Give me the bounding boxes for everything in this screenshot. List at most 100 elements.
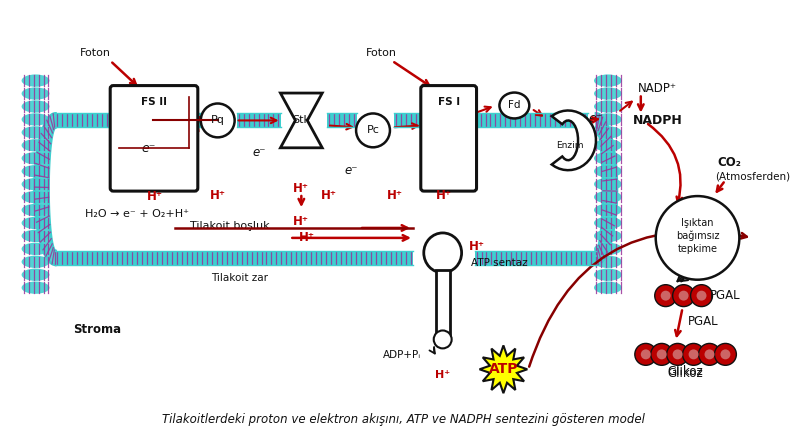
Text: H⁺: H⁺ xyxy=(293,215,309,228)
Text: H⁺: H⁺ xyxy=(387,189,403,202)
Text: H⁺: H⁺ xyxy=(300,231,315,244)
Ellipse shape xyxy=(594,269,622,281)
Text: Enzim: Enzim xyxy=(556,141,584,150)
Text: e⁻: e⁻ xyxy=(253,146,266,159)
Ellipse shape xyxy=(22,139,49,151)
Ellipse shape xyxy=(22,282,49,294)
Bar xyxy=(327,114,357,127)
Text: NADPH: NADPH xyxy=(633,114,683,127)
Bar xyxy=(237,114,281,127)
Circle shape xyxy=(433,331,452,348)
Circle shape xyxy=(698,344,720,365)
Ellipse shape xyxy=(594,191,622,203)
Text: H⁺: H⁺ xyxy=(147,190,163,203)
Bar xyxy=(394,114,424,127)
Text: (Atmosferden): (Atmosferden) xyxy=(715,171,791,181)
Ellipse shape xyxy=(594,139,622,151)
Text: Tilakoit boşluk: Tilakoit boşluk xyxy=(190,221,270,231)
Text: Tilakoitlerdeki proton ve elektron akışını, ATP ve NADPH sentezini gösteren mode: Tilakoitlerdeki proton ve elektron akışı… xyxy=(163,412,646,426)
Ellipse shape xyxy=(594,230,622,242)
Circle shape xyxy=(683,344,705,365)
Ellipse shape xyxy=(22,87,49,100)
Bar xyxy=(475,251,596,265)
Text: H⁺: H⁺ xyxy=(322,189,337,202)
Text: H⁺: H⁺ xyxy=(436,189,452,202)
Text: ATP: ATP xyxy=(488,362,518,376)
Ellipse shape xyxy=(594,165,622,177)
Text: CO₂: CO₂ xyxy=(718,156,741,169)
Ellipse shape xyxy=(594,282,622,294)
Text: Tilakoit zar: Tilakoit zar xyxy=(211,273,268,283)
Text: H₂O → e⁻ + O₂+H⁺: H₂O → e⁻ + O₂+H⁺ xyxy=(85,209,190,219)
Ellipse shape xyxy=(22,256,49,268)
Text: H⁺: H⁺ xyxy=(293,181,309,195)
Bar xyxy=(55,114,113,127)
Circle shape xyxy=(697,291,706,301)
Circle shape xyxy=(667,344,688,365)
Ellipse shape xyxy=(22,113,49,126)
Text: Stroma: Stroma xyxy=(73,323,122,336)
Circle shape xyxy=(672,350,683,359)
Polygon shape xyxy=(480,345,527,393)
Circle shape xyxy=(661,291,671,301)
Text: e⁻: e⁻ xyxy=(344,164,358,177)
Ellipse shape xyxy=(594,100,622,113)
Text: e⁻: e⁻ xyxy=(158,172,173,184)
Circle shape xyxy=(635,344,657,365)
Circle shape xyxy=(654,285,676,307)
Bar xyxy=(55,251,413,265)
Circle shape xyxy=(201,104,235,137)
Text: ATP sentaz: ATP sentaz xyxy=(471,258,527,268)
Ellipse shape xyxy=(22,191,49,203)
Ellipse shape xyxy=(500,92,529,118)
Text: e⁻: e⁻ xyxy=(142,142,156,155)
Text: PGAL: PGAL xyxy=(688,315,718,328)
Text: Stk: Stk xyxy=(292,115,310,126)
Text: Işıktan
bağımsız
tepkime: Işıktan bağımsız tepkime xyxy=(676,218,719,254)
Ellipse shape xyxy=(594,256,622,268)
Text: Fd: Fd xyxy=(508,101,521,111)
Circle shape xyxy=(657,350,667,359)
Circle shape xyxy=(691,285,713,307)
Text: NADP⁺: NADP⁺ xyxy=(637,82,677,95)
Text: Foton: Foton xyxy=(366,48,397,58)
Circle shape xyxy=(641,350,650,359)
Ellipse shape xyxy=(22,230,49,242)
Ellipse shape xyxy=(22,100,49,113)
Text: FS I: FS I xyxy=(437,97,460,107)
Text: Pq: Pq xyxy=(211,115,224,126)
Ellipse shape xyxy=(22,217,49,229)
Bar xyxy=(474,114,588,127)
Ellipse shape xyxy=(22,204,49,216)
Text: Foton: Foton xyxy=(80,48,111,58)
Ellipse shape xyxy=(594,126,622,138)
Text: H⁺: H⁺ xyxy=(468,240,484,253)
Text: Pc: Pc xyxy=(367,126,379,135)
Text: ADP+Pᵢ: ADP+Pᵢ xyxy=(382,350,420,360)
Ellipse shape xyxy=(594,243,622,255)
Circle shape xyxy=(720,350,731,359)
Circle shape xyxy=(650,344,672,365)
Text: FS II: FS II xyxy=(141,97,167,107)
Ellipse shape xyxy=(22,126,49,138)
FancyBboxPatch shape xyxy=(420,86,476,191)
Ellipse shape xyxy=(424,233,462,273)
Bar xyxy=(195,114,202,127)
Polygon shape xyxy=(280,93,322,148)
Text: e⁻: e⁻ xyxy=(589,112,603,125)
Text: Glikoz: Glikoz xyxy=(667,367,703,380)
Text: H⁺: H⁺ xyxy=(210,189,226,202)
Text: H⁺: H⁺ xyxy=(435,370,450,380)
FancyBboxPatch shape xyxy=(436,270,450,339)
Circle shape xyxy=(714,344,736,365)
FancyBboxPatch shape xyxy=(110,86,198,191)
Ellipse shape xyxy=(594,87,622,100)
Ellipse shape xyxy=(22,178,49,190)
Text: H⁺: H⁺ xyxy=(441,240,457,253)
Text: Glikoz: Glikoz xyxy=(667,365,703,378)
Ellipse shape xyxy=(22,269,49,281)
Ellipse shape xyxy=(22,74,49,87)
Ellipse shape xyxy=(22,152,49,164)
Ellipse shape xyxy=(594,217,622,229)
Text: PGAL: PGAL xyxy=(710,289,740,302)
